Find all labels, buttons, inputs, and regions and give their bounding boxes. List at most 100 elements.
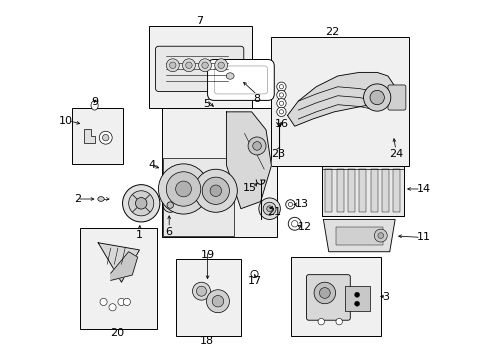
Text: 8: 8 <box>253 94 260 104</box>
Circle shape <box>319 288 329 298</box>
Text: 21: 21 <box>266 207 281 217</box>
Circle shape <box>291 221 297 227</box>
Text: 18: 18 <box>200 336 213 346</box>
Circle shape <box>202 177 229 204</box>
Circle shape <box>369 90 384 105</box>
Circle shape <box>252 141 261 150</box>
FancyBboxPatch shape <box>321 166 403 216</box>
Circle shape <box>214 59 227 72</box>
Circle shape <box>167 202 173 208</box>
Bar <box>163 158 233 235</box>
Bar <box>336 169 343 212</box>
Circle shape <box>279 93 283 97</box>
Circle shape <box>250 270 258 278</box>
Circle shape <box>99 131 112 144</box>
Polygon shape <box>287 72 394 126</box>
Circle shape <box>118 298 125 306</box>
Circle shape <box>354 292 359 297</box>
Circle shape <box>218 62 224 68</box>
Bar <box>176 259 241 336</box>
Bar <box>271 37 408 166</box>
Text: 1: 1 <box>136 230 143 239</box>
Text: 9: 9 <box>91 97 98 107</box>
Circle shape <box>276 90 285 100</box>
Text: 14: 14 <box>416 184 430 194</box>
Text: 13: 13 <box>294 199 308 210</box>
Text: 4: 4 <box>148 160 156 170</box>
Text: 11: 11 <box>416 232 430 242</box>
Circle shape <box>163 198 177 212</box>
Circle shape <box>166 172 201 206</box>
Circle shape <box>279 110 283 114</box>
Polygon shape <box>110 252 137 280</box>
Circle shape <box>377 233 383 238</box>
Polygon shape <box>226 112 271 209</box>
FancyBboxPatch shape <box>214 66 267 94</box>
Circle shape <box>266 206 272 212</box>
Bar <box>392 169 400 212</box>
Circle shape <box>373 229 386 242</box>
Bar <box>162 108 276 237</box>
Circle shape <box>194 169 237 212</box>
Text: 12: 12 <box>297 222 311 232</box>
Circle shape <box>128 191 153 216</box>
Ellipse shape <box>226 73 234 79</box>
FancyBboxPatch shape <box>387 85 405 110</box>
Circle shape <box>276 107 285 117</box>
Text: 15: 15 <box>243 183 257 193</box>
Text: 3: 3 <box>382 292 388 302</box>
Ellipse shape <box>192 282 210 300</box>
Polygon shape <box>84 129 95 143</box>
Circle shape <box>169 62 176 68</box>
Text: 20: 20 <box>110 328 124 338</box>
Circle shape <box>185 62 192 68</box>
Ellipse shape <box>196 286 206 296</box>
Ellipse shape <box>98 197 104 201</box>
Ellipse shape <box>91 101 98 110</box>
Text: 5: 5 <box>203 99 210 109</box>
Circle shape <box>354 301 359 306</box>
Circle shape <box>276 82 285 91</box>
Bar <box>347 169 354 212</box>
Polygon shape <box>98 243 139 282</box>
Text: 24: 24 <box>388 149 402 159</box>
Circle shape <box>212 296 223 307</box>
Bar <box>80 228 156 329</box>
Bar <box>290 257 380 336</box>
Text: 23: 23 <box>270 149 285 159</box>
Text: 22: 22 <box>325 27 339 37</box>
Bar <box>72 108 122 164</box>
Circle shape <box>247 137 265 155</box>
Bar <box>335 226 382 244</box>
Text: 16: 16 <box>274 119 288 129</box>
Circle shape <box>100 298 107 306</box>
Bar <box>149 26 251 108</box>
Circle shape <box>198 59 211 72</box>
Bar <box>370 169 377 212</box>
Circle shape <box>335 319 342 325</box>
Circle shape <box>263 202 276 215</box>
Bar <box>325 169 332 212</box>
FancyBboxPatch shape <box>207 59 274 100</box>
Circle shape <box>285 200 294 209</box>
Circle shape <box>109 304 116 311</box>
Circle shape <box>363 84 390 111</box>
Text: 10: 10 <box>59 116 73 126</box>
Text: 19: 19 <box>200 250 214 260</box>
Circle shape <box>206 290 229 313</box>
Circle shape <box>102 134 109 141</box>
Text: 2: 2 <box>74 194 81 204</box>
Circle shape <box>166 59 179 72</box>
Circle shape <box>276 99 285 108</box>
Bar <box>381 169 388 212</box>
Circle shape <box>313 282 335 304</box>
Circle shape <box>158 164 208 214</box>
Circle shape <box>258 198 280 220</box>
Circle shape <box>210 185 221 197</box>
Text: 17: 17 <box>248 276 262 286</box>
Circle shape <box>317 319 324 325</box>
Circle shape <box>287 217 301 230</box>
Circle shape <box>279 85 283 89</box>
Text: 7: 7 <box>196 17 203 27</box>
Bar <box>359 169 366 212</box>
